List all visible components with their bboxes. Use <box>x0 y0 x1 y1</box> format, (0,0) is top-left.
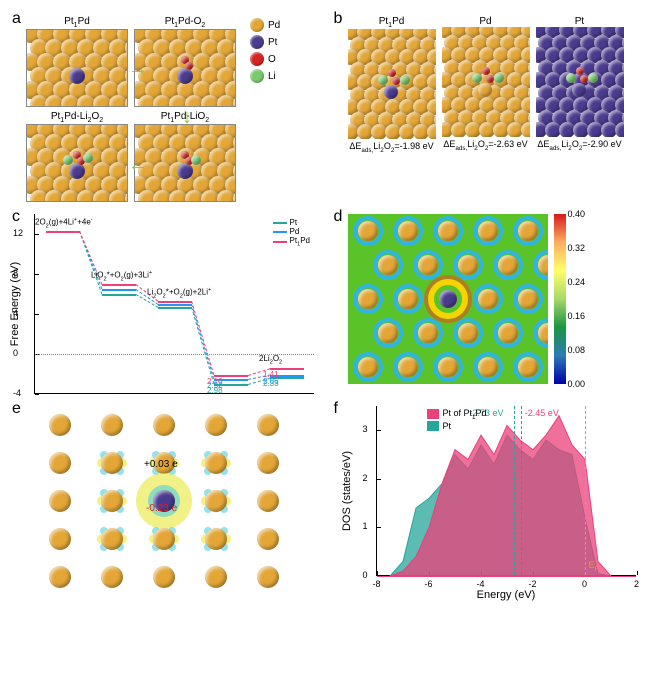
d-band-center-label: -2.45 eV <box>525 408 559 418</box>
y-tick: 12 <box>13 228 23 238</box>
adsorption-energy-label: ΔEads,Li2O2=-1.98 eV <box>349 141 433 154</box>
charge-label: +0.03 e <box>144 459 178 470</box>
colorbar <box>554 214 566 384</box>
x-tick: 0 <box>582 579 587 589</box>
chart-legend: PtPdPt1Pd <box>273 218 310 248</box>
atomic-structure <box>134 29 236 107</box>
y-tick: 8 <box>13 268 18 278</box>
y-tick: 0 <box>363 570 368 580</box>
y-axis-label: DOS (states/eV) <box>341 450 353 530</box>
colorbar-tick: 0.08 <box>568 345 586 355</box>
charge-density-map: +0.03 e -0.23 e <box>34 406 294 596</box>
y-tick: 1 <box>363 521 368 531</box>
x-tick: -2 <box>528 579 536 589</box>
charge-label: -0.23 e <box>146 503 177 514</box>
atomic-structure <box>26 124 128 202</box>
legend-label: Li <box>268 71 276 82</box>
stage-label: 2Li2O2 <box>259 354 282 366</box>
legend-label: Pd <box>268 20 280 31</box>
atomic-structure <box>26 29 128 107</box>
x-tick: -4 <box>476 579 484 589</box>
x-tick: -6 <box>424 579 432 589</box>
x-axis-label: Energy (eV) <box>477 589 536 601</box>
atomic-structure <box>536 27 624 137</box>
panel-label-a: a <box>12 10 21 28</box>
stage-label: LiO2*+O2(g)+3Li+ <box>91 270 152 282</box>
structure-title: Pt1Pd-O2 <box>165 16 206 29</box>
colorbar-tick: 0.16 <box>568 311 586 321</box>
panel-label-b: b <box>334 10 343 28</box>
colorbar-tick: 0.40 <box>568 209 586 219</box>
free-energy-chart: Free Energy (eV)Reaction Coordinate-4048… <box>34 214 314 394</box>
structure-title: Pt1Pd <box>64 16 90 29</box>
y-tick: -4 <box>13 388 21 398</box>
legend-label: O <box>268 54 276 65</box>
energy-annotation: 1.41 <box>263 370 279 379</box>
x-tick: 2 <box>634 579 639 589</box>
structure-title: Pt <box>575 16 584 27</box>
atom-legend: Pd Pt O Li <box>250 18 280 202</box>
panel-a-structures: Pt1PdPt1Pd-O2Pt1Pd-Li2O2Pt1Pd-LiO2→↓← <box>26 16 236 202</box>
y-tick: 3 <box>363 424 368 434</box>
y-tick: 2 <box>363 473 368 483</box>
stage-label: 2O2(g)+4Li++4e- <box>35 217 93 229</box>
electron-density-map <box>348 214 548 384</box>
panel-label-c: c <box>12 208 20 226</box>
energy-annotation: 2.10 <box>207 377 223 386</box>
colorbar-tick: 0.24 <box>568 277 586 287</box>
adsorption-energy-label: ΔEads,Li2O2=-2.63 eV <box>443 139 527 152</box>
dos-chart: DOS (states/eV)Energy (eV)-8-6-4-2020123… <box>376 406 636 576</box>
panel-label-e: e <box>12 400 21 418</box>
adsorption-energy-label: ΔEads,Li2O2=-2.90 eV <box>537 139 621 152</box>
structure-title: Pt1Pd-LiO2 <box>161 111 209 124</box>
structure-title: Pt1Pd <box>379 16 405 29</box>
y-tick: 4 <box>13 308 18 318</box>
colorbar-tick: 0.32 <box>568 243 586 253</box>
chart-legend: Pt of Pt1PdPt <box>427 408 487 431</box>
fermi-level-label: EF <box>589 560 599 573</box>
legend-label: Pt <box>268 37 277 48</box>
panel-label-f: f <box>334 400 338 418</box>
atomic-structure <box>442 27 530 137</box>
panel-label-d: d <box>334 208 343 226</box>
colorbar-tick: 0.00 <box>568 379 586 389</box>
y-tick: 0 <box>13 348 18 358</box>
stage-label: Li2O2*+O2(g)+2Li+ <box>147 287 211 299</box>
x-tick: -8 <box>372 579 380 589</box>
structure-title: Pd <box>479 16 491 27</box>
atomic-structure <box>134 124 236 202</box>
panel-b-structures: Pt1Pd ΔEads,Li2O2=-1.98 eV Pd ΔEads,Li2O2=-… <box>348 16 644 154</box>
atomic-structure <box>348 29 436 139</box>
structure-title: Pt1Pd-Li2O2 <box>51 111 103 124</box>
